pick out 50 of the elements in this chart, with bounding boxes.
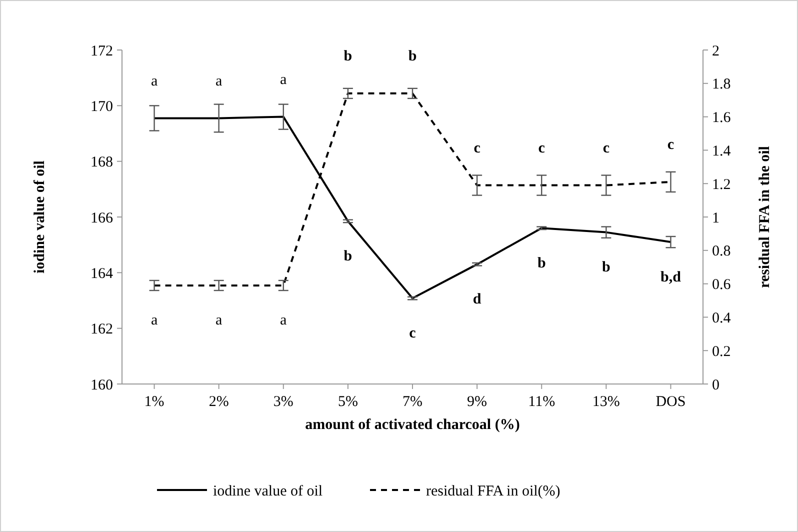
annotation: a <box>280 72 288 88</box>
y-tick-label: 166 <box>90 210 114 226</box>
y2-tick-label: 0 <box>712 377 720 394</box>
x-tick-label: 13% <box>592 394 620 410</box>
annotation: a <box>150 73 158 90</box>
annotation: a <box>215 73 222 90</box>
y-tick-label: 168 <box>90 154 113 171</box>
y2-tick-label: 0.6 <box>712 277 732 294</box>
x-tick-label: 7% <box>402 394 422 410</box>
legend-label: residual FFA in oil(%) <box>426 483 560 500</box>
y2-tick-label: 0.2 <box>712 344 731 360</box>
annotation: c <box>667 137 674 154</box>
x-axis-title: amount of activated charcoal (%) <box>305 417 520 433</box>
x-tick-label: 1% <box>144 394 164 410</box>
annotation: b <box>602 260 610 276</box>
annotation: d <box>472 292 482 308</box>
y2-tick-label: 0.8 <box>712 244 731 260</box>
y2-axis-title: residual FFA in the oil <box>757 146 773 288</box>
y2-tick-label: 1.2 <box>712 176 731 193</box>
x-tick-label: 2% <box>208 394 229 410</box>
y-tick-label: 162 <box>90 322 113 338</box>
y2-tick-label: 1.6 <box>712 110 732 126</box>
annotation: c <box>409 326 416 342</box>
x-tick-label: DOS <box>656 394 686 410</box>
y2-tick-label: 2 <box>712 43 720 60</box>
y-tick-label: 160 <box>90 377 113 394</box>
annotation: b,d <box>660 269 682 286</box>
y2-tick-label: 0.4 <box>712 310 732 326</box>
legend-label: iodine value of oil <box>213 483 323 500</box>
annotation: a <box>215 312 222 329</box>
y-axis-title: iodine value of oil <box>32 160 48 274</box>
x-tick-label: 5% <box>338 394 358 410</box>
y-tick-label: 164 <box>90 266 114 282</box>
annotation: b <box>344 248 352 264</box>
y2-tick-label: 1.8 <box>712 76 731 93</box>
annotation: c <box>538 140 546 157</box>
annotation: b <box>344 48 352 65</box>
annotation: c <box>474 140 481 157</box>
x-tick-label: 9% <box>467 394 488 410</box>
annotation: c <box>602 140 610 157</box>
y2-tick-label: 1 <box>712 210 720 226</box>
y-tick-label: 170 <box>90 98 113 115</box>
annotation: a <box>150 312 158 329</box>
x-tick-label: 11% <box>528 394 556 410</box>
annotation: a <box>280 312 288 329</box>
x-tick-label: 3% <box>273 394 294 410</box>
annotation: b <box>537 255 546 272</box>
annotation: b <box>408 48 417 65</box>
y2-tick-label: 1.4 <box>712 143 732 160</box>
y-tick-label: 172 <box>90 43 113 60</box>
